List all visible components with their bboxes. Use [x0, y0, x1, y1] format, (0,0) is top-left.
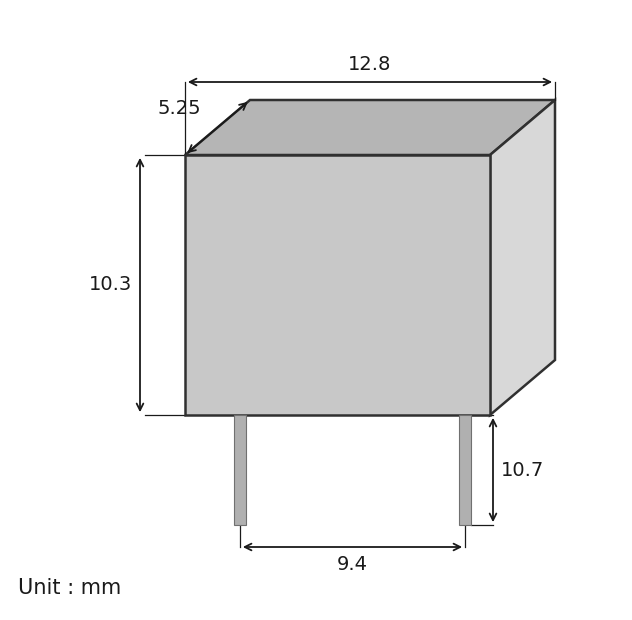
Text: 12.8: 12.8: [348, 55, 392, 74]
Bar: [234, 415, 246, 525]
Text: 9.4: 9.4: [337, 555, 368, 574]
Bar: [185, 155, 490, 415]
Polygon shape: [185, 100, 555, 155]
Text: 5.25: 5.25: [158, 99, 202, 118]
Text: Unit : mm: Unit : mm: [18, 578, 121, 598]
Text: 10.3: 10.3: [88, 275, 132, 294]
Text: 10.7: 10.7: [501, 461, 544, 479]
Polygon shape: [490, 100, 555, 415]
Bar: [459, 415, 471, 525]
